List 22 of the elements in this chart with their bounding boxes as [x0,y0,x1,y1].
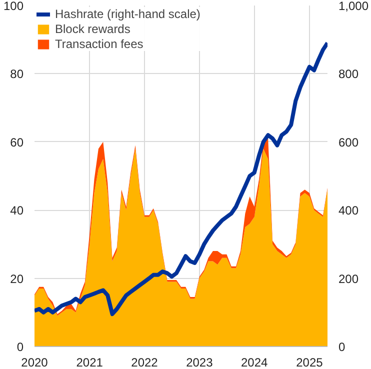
x-tick-label: 2024 [241,356,268,369]
y-tick-label: 0 [16,340,24,354]
x-tick-label: 2022 [131,356,158,369]
y2-tick-label: 200 [338,272,359,286]
y-tick-label: 40 [10,204,24,218]
y2-tick-label: 1,000 [338,0,369,13]
x-tick-label: 2020 [21,356,48,369]
line-series [34,41,328,316]
y-tick-label: 80 [10,67,24,82]
legend-label: Hashrate (right-hand scale) [55,7,200,21]
x-tick-label: 2023 [186,356,214,369]
y2-tick-label: 600 [338,135,359,150]
y-tick-label: 100 [3,0,24,13]
y2-tick-label: 800 [338,67,359,82]
x-tick-label: 2021 [76,356,104,369]
legend-label: Block rewards [55,22,130,36]
y2-tick-label: 400 [338,204,359,218]
y-tick-label: 60 [10,135,24,150]
y-tick-label: 20 [10,272,24,286]
x-tick-label: 2025 [296,356,324,369]
legend-label: Transaction fees [55,37,144,51]
y2-tick-label: 0 [338,340,346,354]
